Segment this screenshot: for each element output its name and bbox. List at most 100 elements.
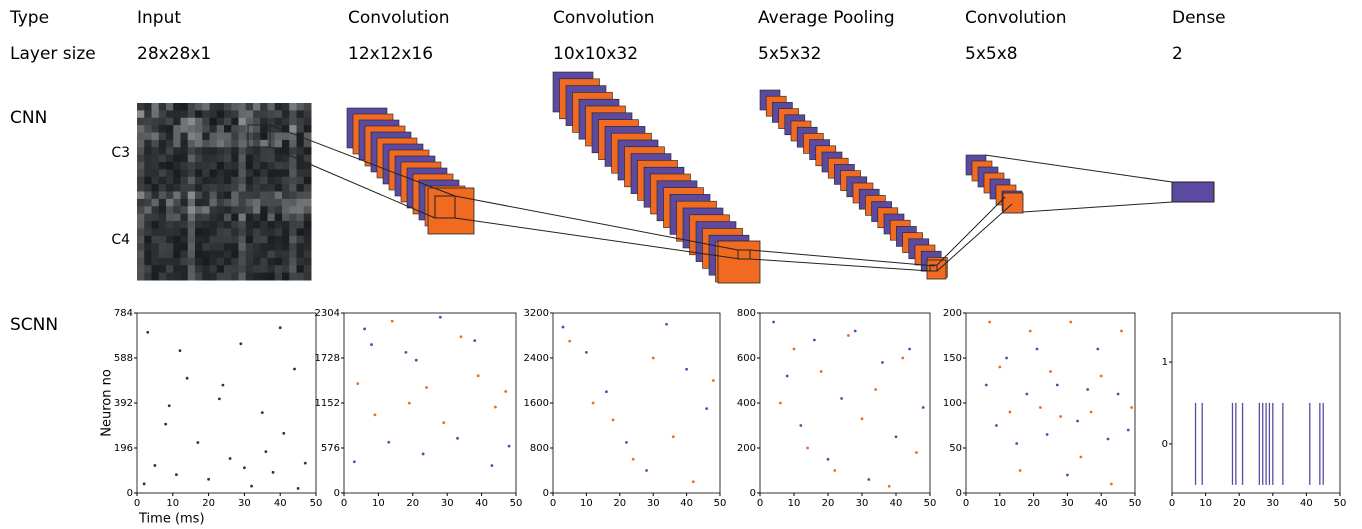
pixel — [216, 147, 225, 156]
pixel — [274, 221, 283, 229]
pixel — [151, 139, 160, 148]
layer-size: Layer size — [10, 44, 96, 64]
spike — [476, 374, 480, 378]
pixel — [267, 198, 276, 207]
pixel — [267, 176, 276, 185]
pixel — [224, 103, 232, 111]
pixel — [245, 235, 254, 244]
pixel — [137, 103, 145, 111]
pixel — [180, 221, 189, 229]
pixel — [151, 110, 160, 119]
pixel — [216, 265, 225, 274]
pixel — [224, 198, 232, 207]
pixel — [231, 206, 239, 215]
spike — [207, 477, 211, 481]
spike — [792, 347, 796, 351]
spike — [196, 441, 200, 444]
spike — [243, 466, 246, 470]
pixel — [267, 154, 276, 163]
pixel — [202, 169, 210, 178]
pixel — [245, 184, 254, 192]
pixel — [151, 243, 160, 251]
pixel — [187, 162, 196, 170]
pixel — [202, 250, 210, 259]
pixel — [303, 221, 312, 229]
pixel — [158, 228, 167, 237]
pixel — [187, 154, 196, 163]
pixel — [173, 206, 181, 215]
pixel — [216, 228, 225, 237]
pixel — [303, 191, 312, 200]
pixel — [216, 272, 225, 281]
x-tick-label: 40 — [890, 498, 903, 509]
pixel — [195, 198, 203, 207]
pixel — [253, 198, 261, 207]
pixel — [187, 206, 196, 215]
pixel — [195, 250, 203, 259]
pixel — [253, 213, 261, 222]
pixel — [274, 117, 283, 126]
x-tick-label: 10 — [993, 498, 1006, 509]
pixel — [224, 176, 232, 185]
pixel — [137, 139, 145, 148]
pixel — [166, 139, 174, 148]
spike — [1028, 329, 1032, 333]
pixel — [180, 139, 189, 148]
pixel — [158, 265, 167, 274]
pixel — [303, 184, 312, 192]
pixel — [144, 139, 152, 148]
pixel — [253, 103, 261, 111]
pixel — [289, 117, 297, 126]
pixel — [238, 139, 247, 148]
pixel — [245, 132, 254, 141]
receptive-field — [434, 195, 456, 219]
spike — [894, 435, 898, 439]
y-axis-label: Neuron no — [100, 369, 115, 437]
pixel — [144, 162, 152, 170]
row-label: SCNN — [10, 315, 58, 335]
pixel — [166, 125, 174, 133]
pixel — [303, 206, 312, 215]
y-tick-label: 200 — [737, 443, 756, 454]
pixel — [202, 265, 210, 274]
pixel — [231, 117, 239, 126]
pixel — [209, 265, 218, 274]
pixel — [144, 213, 152, 222]
pixel — [216, 221, 225, 229]
x-tick-label: 50 — [714, 498, 727, 509]
pixel — [274, 184, 283, 192]
pixel — [173, 213, 181, 222]
pixel — [303, 235, 312, 244]
spike — [785, 374, 789, 378]
pixel — [267, 169, 276, 178]
spike — [1049, 370, 1052, 373]
pixel — [137, 213, 145, 222]
spike — [921, 406, 925, 409]
pixel — [231, 228, 239, 237]
pixel — [224, 125, 232, 133]
spike — [1055, 383, 1059, 387]
pixel — [151, 221, 160, 229]
pixel — [260, 221, 268, 229]
pixel — [253, 191, 261, 200]
pixel — [224, 221, 232, 229]
pixel — [253, 228, 261, 237]
spike — [867, 478, 871, 481]
pixel — [289, 235, 297, 244]
pixel — [253, 132, 261, 141]
pixel — [303, 147, 312, 156]
pixel — [260, 272, 268, 281]
pixel — [296, 221, 305, 229]
y-tick-label: 400 — [737, 398, 756, 409]
pixel — [238, 154, 247, 163]
pixel — [180, 169, 189, 178]
pixel — [144, 221, 152, 229]
layer-type: Type — [9, 8, 49, 28]
pixel — [303, 169, 312, 178]
pixel — [296, 250, 305, 259]
pixel — [166, 265, 174, 274]
pixel — [195, 176, 203, 185]
pixel — [274, 272, 283, 281]
spike — [813, 338, 816, 342]
x-tick-label: 20 — [822, 498, 835, 509]
